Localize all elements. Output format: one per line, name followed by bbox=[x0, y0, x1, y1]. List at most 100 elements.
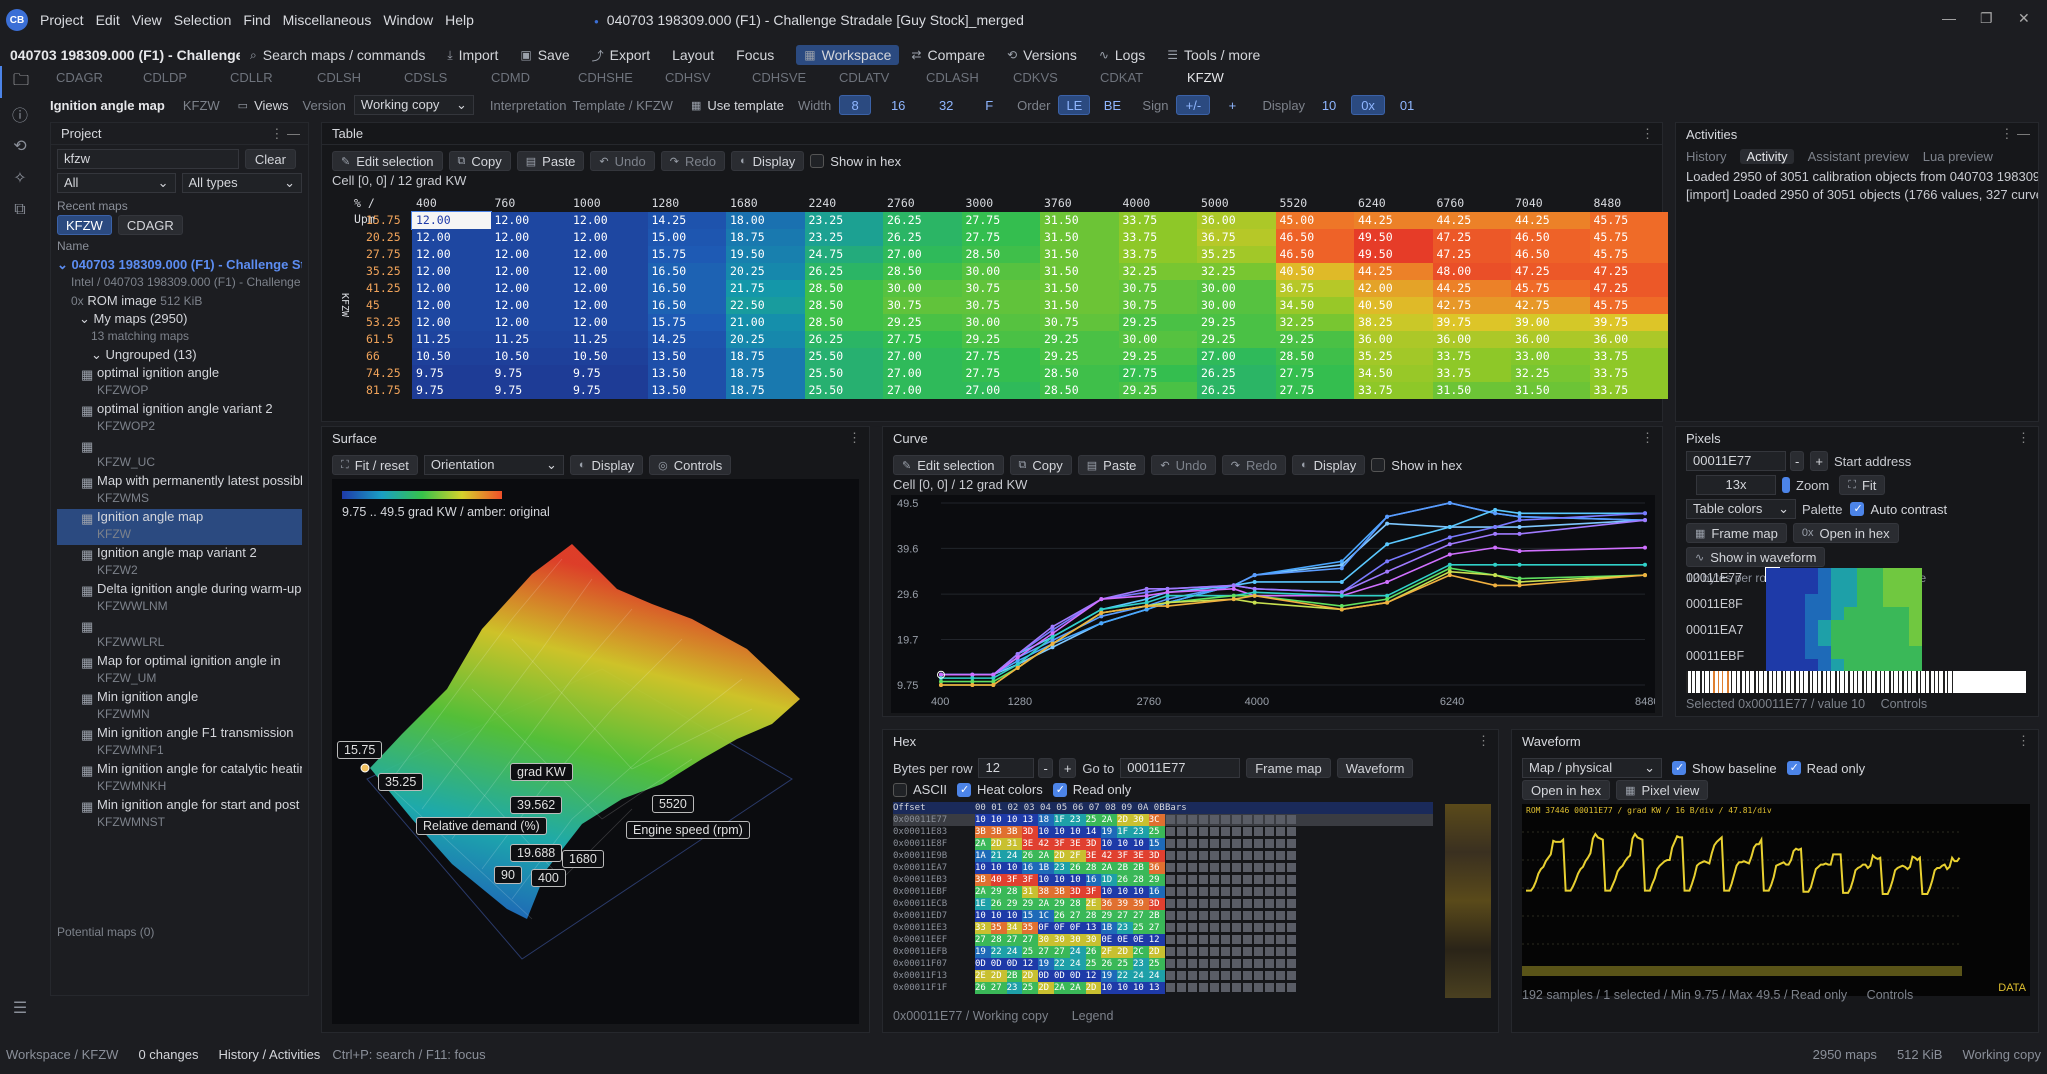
curve-point[interactable] bbox=[1252, 593, 1257, 598]
table-cell[interactable]: 14.25 bbox=[647, 212, 726, 229]
table-cell[interactable]: 34.50 bbox=[1354, 365, 1433, 382]
table-cell[interactable]: 34.50 bbox=[1275, 297, 1354, 314]
pixel-cell[interactable] bbox=[1766, 594, 1779, 607]
curve-point[interactable] bbox=[1165, 604, 1170, 609]
hex-byte[interactable]: 40 bbox=[990, 874, 1007, 886]
map-tab[interactable]: CDLLR bbox=[230, 70, 273, 85]
pixel-cell[interactable] bbox=[1792, 659, 1805, 672]
table-cell[interactable]: 27.75 bbox=[1275, 382, 1354, 399]
table-cell[interactable]: 13.50 bbox=[647, 348, 726, 365]
table-cell[interactable]: 46.50 bbox=[1511, 229, 1590, 246]
map-list-item[interactable]: ▦ Map with permanently latest possible KFZ… bbox=[57, 473, 302, 509]
pixel-cell[interactable] bbox=[1818, 633, 1831, 646]
table-cell[interactable]: 9.75 bbox=[412, 382, 491, 399]
redo-button[interactable]: ↷ Redo bbox=[660, 151, 726, 171]
curve-point[interactable] bbox=[1643, 518, 1647, 523]
hex-byte[interactable]: 10 bbox=[1069, 874, 1086, 886]
hex-byte[interactable]: 25 bbox=[1132, 922, 1149, 934]
map-list-item[interactable]: ▦ Min ignition angle F1 transmission KFZWM… bbox=[57, 725, 302, 761]
pixel-cell[interactable] bbox=[1883, 594, 1896, 607]
table-cell[interactable]: 12.00 bbox=[569, 212, 648, 229]
table-cell[interactable]: 13.50 bbox=[647, 365, 726, 382]
pixel-cell[interactable] bbox=[1883, 620, 1896, 633]
table-cell[interactable]: 25.50 bbox=[804, 365, 883, 382]
table-cell[interactable]: 11.25 bbox=[490, 331, 569, 348]
hex-byte[interactable]: 10 bbox=[1132, 838, 1149, 850]
table-cell[interactable]: 11.25 bbox=[412, 331, 491, 348]
pixel-cell[interactable] bbox=[1792, 568, 1805, 581]
hex-byte[interactable]: 31 bbox=[1022, 886, 1039, 898]
selected-point-marker[interactable] bbox=[360, 763, 370, 773]
curve-point[interactable] bbox=[1447, 525, 1452, 530]
table-cell[interactable]: 29.25 bbox=[1040, 348, 1119, 365]
table-cell[interactable]: 44.25 bbox=[1354, 263, 1433, 280]
hex-byte[interactable]: 36 bbox=[1101, 898, 1118, 910]
heat-colors-checkbox[interactable]: Heat colors bbox=[956, 782, 1043, 797]
table-row-header[interactable]: 81.75 bbox=[366, 383, 401, 397]
curve-point[interactable] bbox=[1252, 600, 1257, 605]
curve-point[interactable] bbox=[1050, 645, 1055, 650]
curve-point[interactable] bbox=[1050, 631, 1055, 636]
more-icon[interactable]: ⋮ bbox=[2017, 430, 2030, 445]
layers-icon[interactable]: ⧉ bbox=[14, 201, 26, 218]
table-cell[interactable]: 49.50 bbox=[1354, 229, 1433, 246]
show-baseline-checkbox[interactable]: Show baseline bbox=[1672, 761, 1777, 776]
hex-byte[interactable]: 30 bbox=[1085, 934, 1102, 946]
hex-byte[interactable]: 2A bbox=[1038, 850, 1054, 862]
info-icon[interactable]: ⓘ bbox=[11, 108, 28, 125]
hex-byte[interactable]: 26 bbox=[1022, 850, 1039, 862]
curve-point[interactable] bbox=[1050, 638, 1055, 643]
decrement-button[interactable]: - bbox=[1038, 758, 1053, 778]
logs-button[interactable]: ∿ Logs bbox=[1098, 47, 1146, 63]
hex-byte[interactable]: 42 bbox=[1101, 850, 1118, 862]
hex-byte[interactable]: 27 bbox=[975, 934, 991, 946]
curve-point[interactable] bbox=[1385, 542, 1390, 547]
table-cell[interactable]: 27.00 bbox=[883, 246, 962, 263]
pixel-cell[interactable] bbox=[1779, 594, 1792, 607]
table-cell[interactable]: 45.75 bbox=[1589, 212, 1668, 229]
hex-byte[interactable]: 27 bbox=[1022, 934, 1039, 946]
curve-point[interactable] bbox=[1339, 562, 1344, 567]
map-list-item[interactable]: ▦ optimal ignition angle KFZWOP bbox=[57, 365, 302, 401]
curve-series[interactable] bbox=[941, 564, 1645, 679]
curve-point[interactable] bbox=[1231, 583, 1236, 588]
hex-byte[interactable]: 2A bbox=[975, 838, 991, 850]
hex-byte[interactable]: 26 bbox=[1053, 910, 1070, 922]
table-cell[interactable]: 31.50 bbox=[1040, 297, 1119, 314]
table-cell[interactable]: 32.25 bbox=[1275, 314, 1354, 331]
map-list-item[interactable]: ▦ Delta ignition angle during warm-up KFZW… bbox=[57, 581, 302, 617]
table-cell[interactable]: 29.25 bbox=[961, 331, 1040, 348]
table-col-header[interactable]: 1280 bbox=[651, 196, 680, 210]
hex-byte[interactable]: 3F bbox=[1006, 874, 1023, 886]
hex-byte[interactable]: 0D bbox=[990, 958, 1007, 970]
save-button[interactable]: ▣ Save bbox=[520, 47, 570, 63]
pixel-cell[interactable] bbox=[1831, 607, 1844, 620]
curve-point[interactable] bbox=[1099, 597, 1104, 602]
hex-byte[interactable]: 18 bbox=[1038, 814, 1054, 826]
hex-byte[interactable]: 35 bbox=[1022, 922, 1039, 934]
table-cell[interactable]: 32.25 bbox=[1118, 263, 1197, 280]
table-cell[interactable]: 39.00 bbox=[1511, 314, 1590, 331]
table-cell[interactable]: 26.25 bbox=[883, 229, 962, 246]
hex-byte[interactable]: 27 bbox=[1038, 946, 1054, 958]
table-row-header[interactable]: 61.5 bbox=[366, 332, 394, 346]
version-select[interactable]: Working copy ⌄ bbox=[353, 95, 474, 115]
hex-byte[interactable]: 10 bbox=[1101, 982, 1118, 994]
pixel-strip[interactable] bbox=[1686, 671, 2026, 693]
table-cell[interactable]: 18.75 bbox=[726, 382, 805, 399]
table-cell[interactable]: 12.00 bbox=[490, 263, 569, 280]
pixel-cell[interactable] bbox=[1857, 581, 1870, 594]
hex-byte[interactable]: 12 bbox=[1022, 958, 1039, 970]
hex-byte[interactable]: 24 bbox=[1069, 946, 1086, 958]
table-cell[interactable]: 30.00 bbox=[961, 314, 1040, 331]
table-cell[interactable]: 12.00 bbox=[490, 229, 569, 246]
curve-point[interactable] bbox=[1447, 542, 1452, 547]
hex-byte[interactable]: 10 bbox=[975, 814, 991, 826]
curve-point[interactable] bbox=[1493, 511, 1498, 516]
import-button[interactable]: ⤓ Import bbox=[447, 47, 499, 63]
type-select[interactable]: All types ⌄ bbox=[181, 173, 302, 193]
pixel-cell[interactable] bbox=[1870, 581, 1883, 594]
curve-point[interactable] bbox=[1339, 590, 1344, 595]
read-only-checkbox[interactable]: Read only bbox=[1052, 782, 1131, 797]
pixel-cell[interactable] bbox=[1896, 646, 1909, 659]
